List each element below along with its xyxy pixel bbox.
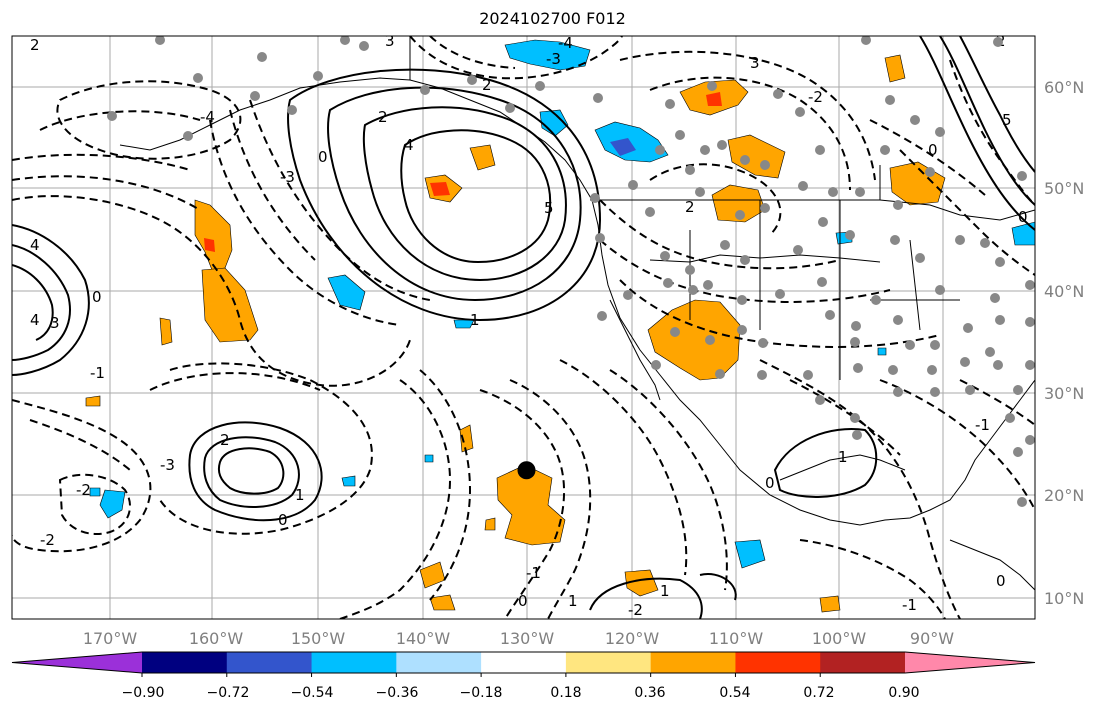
colorbar-segment (481, 652, 567, 673)
contour-label: -1 (902, 596, 917, 614)
lat-label: 30°N (1044, 384, 1084, 403)
strong-negative-shading (610, 138, 636, 156)
contour-label: 2 (220, 431, 230, 449)
colorbar-tick-label: −0.90 (122, 685, 165, 701)
colorbar-tick-label: 0.90 (888, 685, 919, 701)
lon-label: 120°W (605, 629, 660, 648)
station-dots (107, 36, 1035, 507)
contour-label: -3 (546, 50, 561, 68)
lat-tick-labels: 60°N 50°N 40°N 30°N 20°N 10°N (1044, 78, 1084, 608)
lon-label: 130°W (500, 629, 555, 648)
strong-positive-shading (204, 92, 722, 252)
contour-label: -2 (76, 481, 91, 499)
lon-tick-labels: 170°W 160°W 150°W 140°W 130°W 120°W 110°… (83, 629, 954, 648)
contour-label: 1 (295, 486, 305, 504)
lon-label: 150°W (291, 629, 346, 648)
contour-label: 1 (568, 592, 578, 610)
negative-shading (89, 39, 1035, 569)
contour-label: 0 (765, 474, 775, 492)
contour-label: 1 (660, 582, 670, 600)
contour-label: 0 (278, 511, 288, 529)
colorbar-segment (396, 652, 482, 673)
colorbar-tick-label: 0.72 (803, 685, 834, 701)
contour-label: 0 (1018, 208, 1028, 226)
lon-label: 170°W (83, 629, 138, 648)
contour-label: 4 (30, 236, 40, 254)
colorbar-segment (820, 652, 906, 673)
lon-label: 140°W (396, 629, 451, 648)
map-title: 2024102700 F012 (479, 9, 626, 28)
lat-label: 20°N (1044, 486, 1084, 505)
map-frame (11, 35, 1036, 620)
contour-label: 2 (482, 76, 492, 94)
contour-label: 0 (318, 148, 328, 166)
contour-label: 2 (378, 108, 388, 126)
contour-label: 3 (385, 32, 395, 50)
colorbar-segment (311, 652, 397, 673)
contour-label: 4 (404, 136, 414, 154)
contour-label: -1 (526, 564, 541, 582)
dashed-contours (12, 36, 1035, 619)
contour-label: 0 (928, 141, 938, 159)
lon-label: 160°W (189, 629, 244, 648)
colorbar-segment (142, 652, 228, 673)
contour-label: -1 (90, 364, 105, 382)
contour-label: -2 (808, 88, 823, 106)
contour-label: 4 (30, 311, 40, 329)
location-marker (517, 461, 536, 480)
colorbar-segment (565, 652, 652, 673)
contour-label: 0 (92, 288, 102, 306)
colorbar-extend-low (12, 652, 142, 673)
contour-label: -2 (40, 531, 55, 549)
colorbar-tick-label: 0.36 (634, 685, 665, 701)
colorbar-tick-label: −0.36 (376, 685, 419, 701)
solid-contours (12, 36, 1035, 619)
contour-label: 2 (685, 198, 695, 216)
lat-label: 50°N (1044, 179, 1084, 198)
contour-label: 5 (1002, 111, 1012, 129)
contour-label: 1 (470, 311, 480, 329)
lon-label: 90°W (910, 629, 954, 648)
contour-label: -4 (558, 34, 573, 52)
colorbar-tick-label: −0.54 (291, 685, 334, 701)
lat-label: 10°N (1044, 589, 1084, 608)
contour-label: 3 (50, 314, 60, 332)
contour-label: 2 (30, 36, 40, 54)
contour-label: -3 (280, 168, 295, 186)
contour-label: -4 (200, 108, 215, 126)
contour-label: 0 (518, 592, 528, 610)
colorbar (11, 651, 1036, 677)
coastlines (119, 36, 1035, 591)
contour-label: -3 (160, 456, 175, 474)
lon-label: 110°W (709, 629, 764, 648)
contour-label: -1 (975, 416, 990, 434)
contour-label: 5 (544, 199, 554, 217)
colorbar-tick-labels: −0.90 −0.72 −0.54 −0.36 −0.18 0.18 0.36 … (122, 685, 920, 701)
colorbar-extend-high (905, 652, 1035, 673)
contour-label: 3 (750, 54, 760, 72)
contour-label: 4 (430, 22, 440, 40)
contour-label: 0 (996, 572, 1006, 590)
contour-label: -2 (628, 601, 643, 619)
colorbar-tick-label: −0.72 (207, 685, 250, 701)
colorbar-segment (650, 652, 736, 673)
colorbar-tick-label: 0.18 (550, 685, 581, 701)
colorbar-segment (735, 652, 821, 673)
colorbar-tick-label: 0.54 (719, 685, 750, 701)
lat-label: 60°N (1044, 78, 1084, 97)
lat-label: 40°N (1044, 282, 1084, 301)
colorbar-segment (226, 652, 313, 673)
contour-label: 1 (838, 448, 848, 466)
lon-label: 100°W (812, 629, 867, 648)
colorbar-tick-label: −0.18 (460, 685, 503, 701)
